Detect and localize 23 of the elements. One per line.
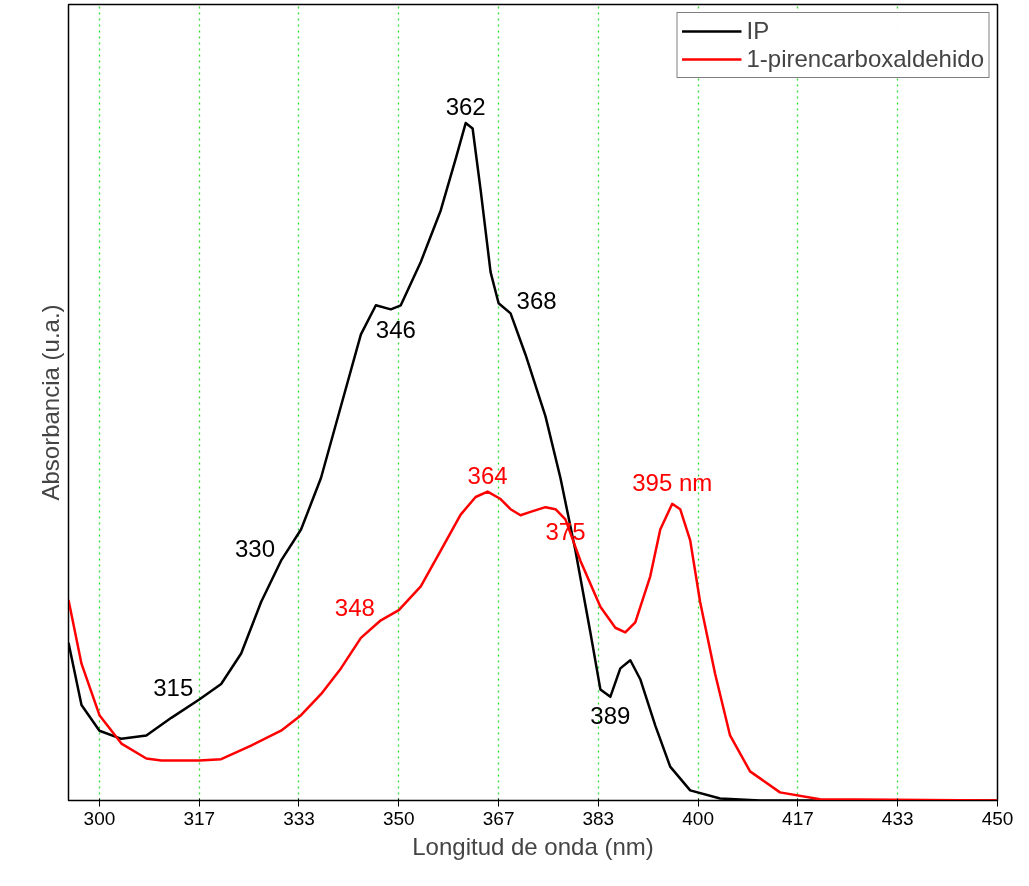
x-tick-label: 417 [782,807,814,829]
annotation: 348 [334,594,375,622]
annotation: 364 [467,461,508,489]
y-axis-title: Absorbancia (u.a.) [36,304,64,501]
annotation: 330 [234,534,276,562]
annotation: 368 [516,287,557,315]
x-tick-label: 450 [981,807,1014,829]
annotation: 346 [375,316,416,344]
annotation: 395 nm [632,468,713,496]
x-tick-label: 367 [482,807,515,829]
x-axis-title: Longitud de onda (nm) [412,832,654,860]
annotation: 315 [153,673,194,701]
legend-label: IP [746,17,770,45]
x-tick-label: 300 [83,807,116,829]
x-tick-label: 400 [682,807,714,829]
x-tick-label: 317 [183,807,216,829]
annotation: 362 [445,93,486,121]
x-tick-label: 383 [582,807,615,829]
legend-label: 1-pirencarboxaldehido [746,45,984,73]
x-tick-label: 433 [881,807,914,829]
x-tick-label: 333 [283,807,315,829]
x-tick-label: 350 [382,807,415,829]
annotation: 389 [590,701,631,729]
